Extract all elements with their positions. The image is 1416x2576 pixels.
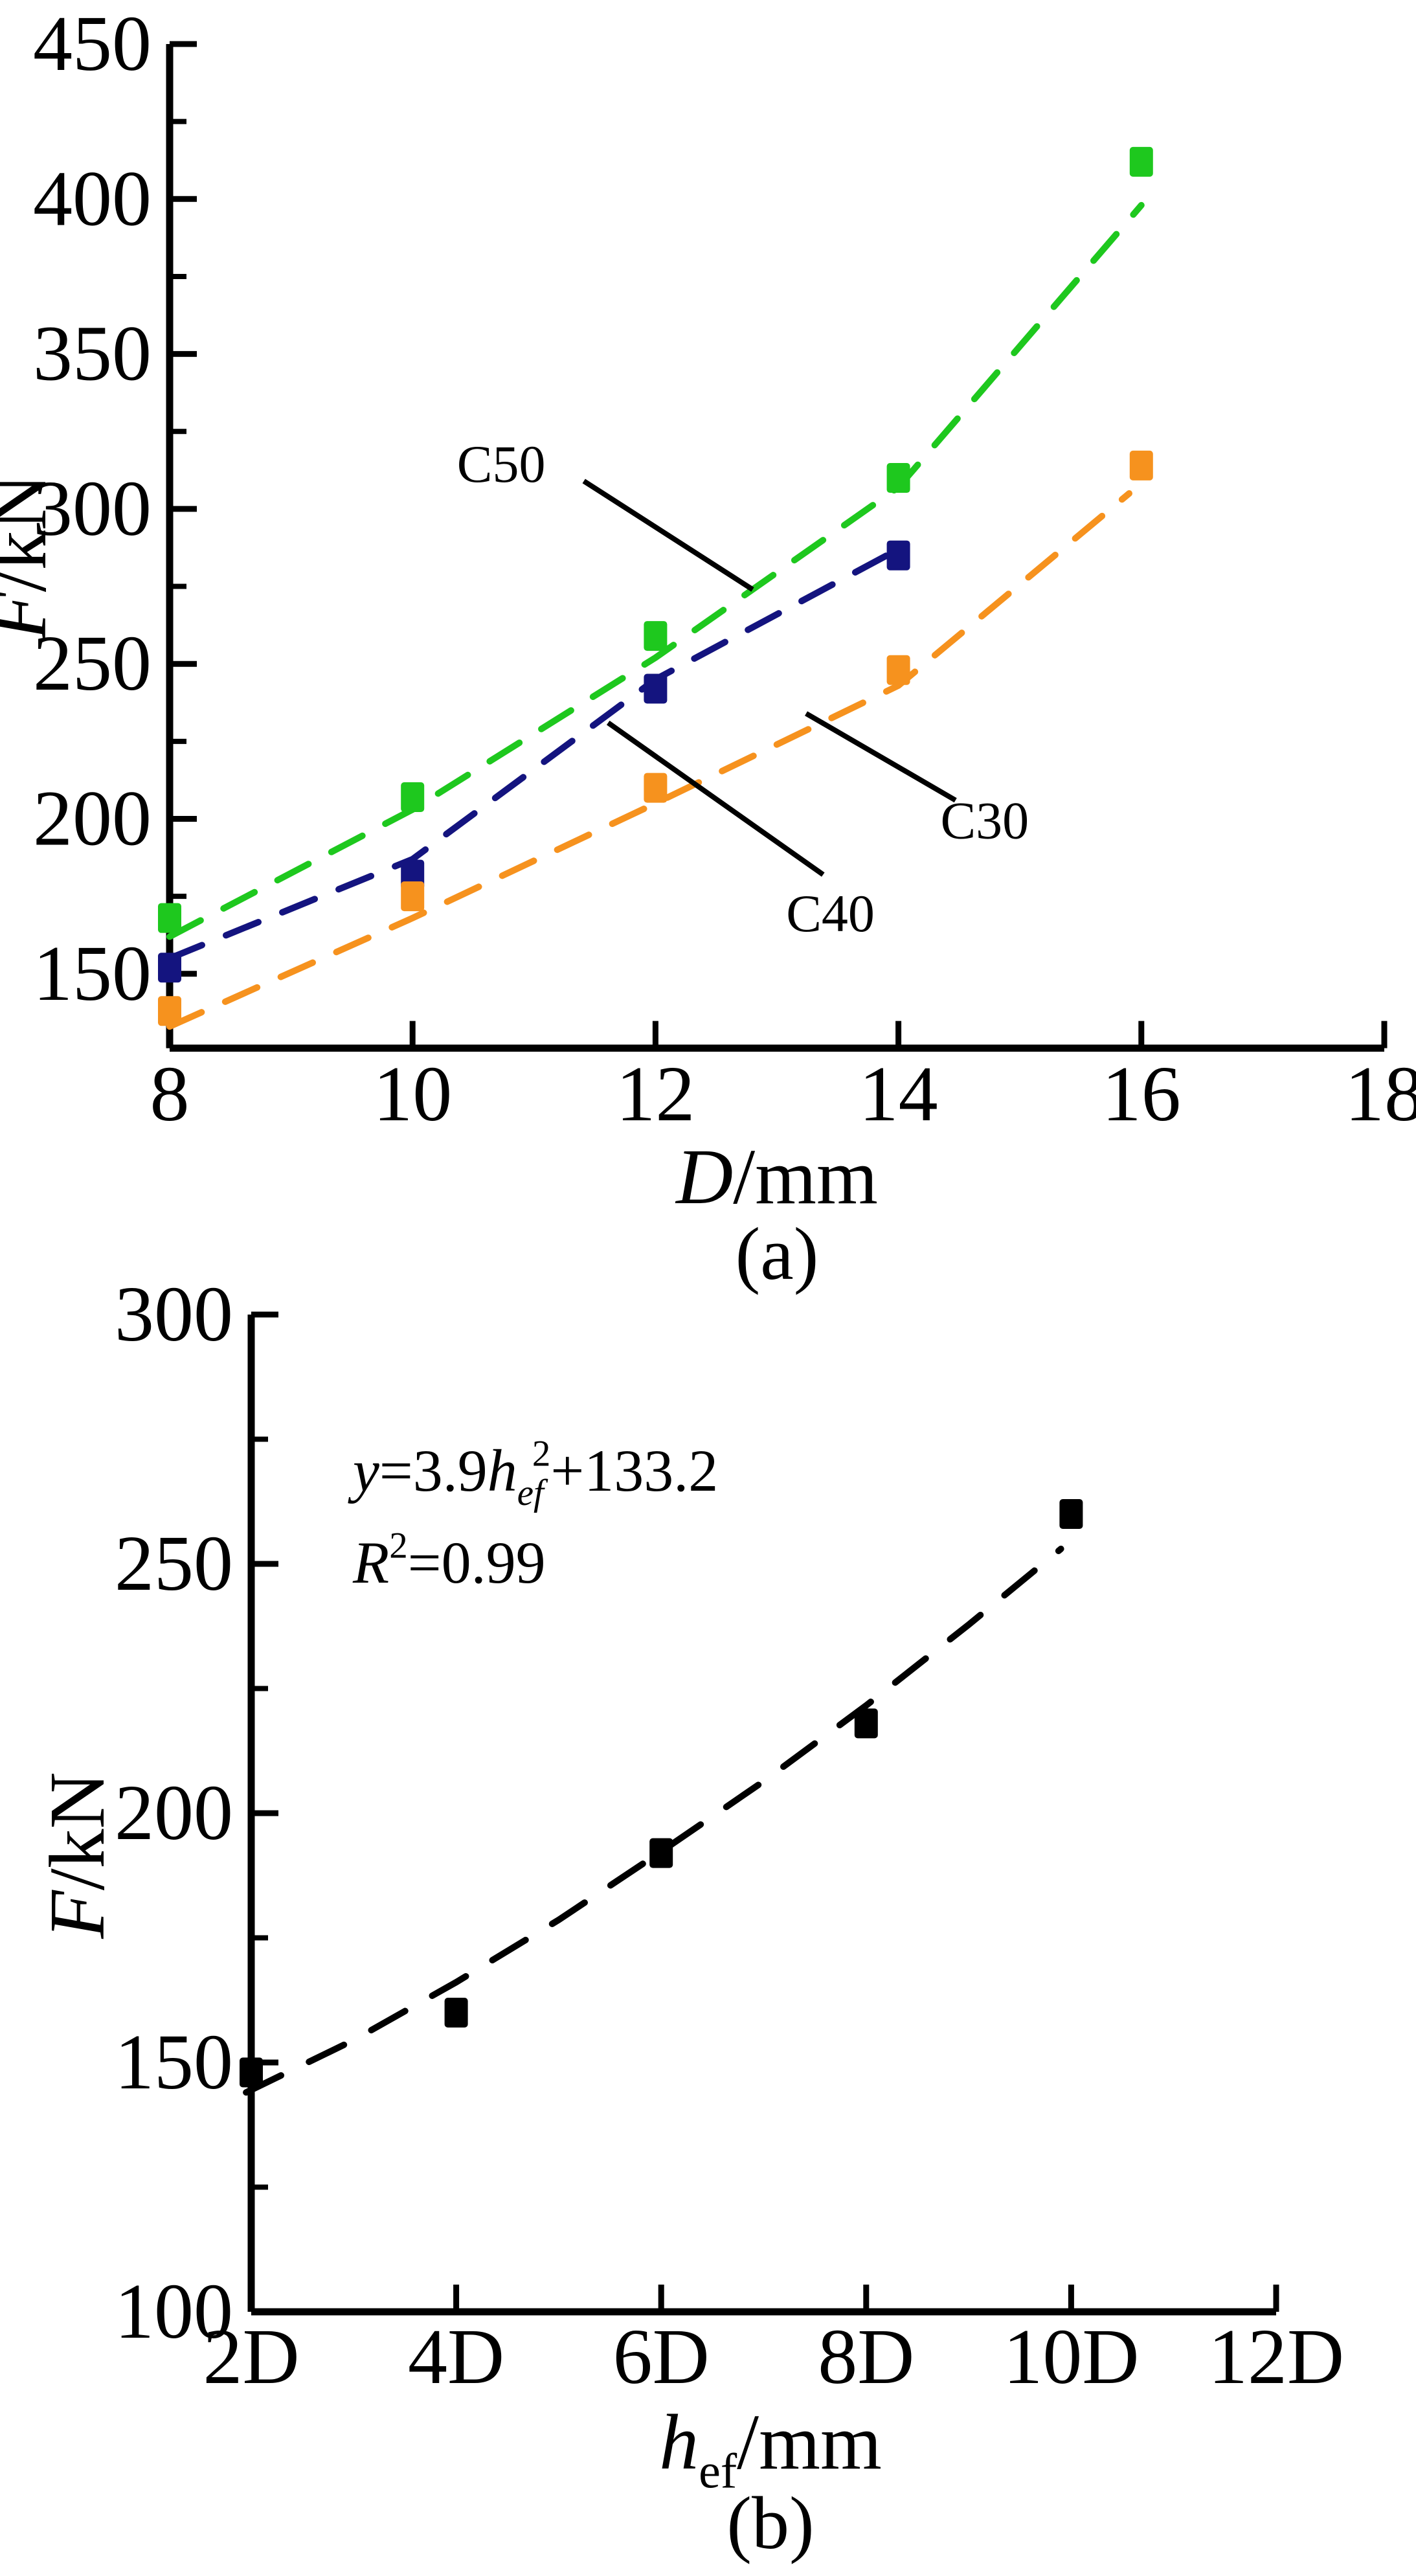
data-point-C50 [886, 463, 910, 493]
data-point-F [444, 1998, 468, 2028]
data-point-C50 [401, 782, 425, 812]
data-point-C30 [1129, 450, 1153, 480]
x-tick-label: 12D [1208, 2313, 1344, 2401]
x-tick-label: 18 [1345, 1050, 1416, 1138]
data-point-F [1059, 1499, 1083, 1529]
y-axis-title-a: F/kN [0, 473, 63, 641]
annotation-label-C40: C40 [786, 884, 875, 943]
x-tick-label: 8 [150, 1050, 190, 1138]
y-tick-label: 150 [33, 930, 152, 1017]
fit-line-C50 [166, 201, 1145, 940]
y-tick-label: 200 [115, 1769, 233, 1857]
data-point-C40 [886, 540, 910, 571]
annotation-label-C50: C50 [457, 435, 546, 493]
y-axis-title-b: F/kN [34, 1772, 121, 1939]
data-point-C30 [886, 655, 910, 685]
chart-a: 150 200 250 300 350 400 450 8 10 12 14 16 18 C50 C40 C3… [0, 0, 1416, 1296]
x-tick-label: 14 [859, 1050, 938, 1138]
annotation-pointer-C50 [582, 479, 754, 592]
data-point-C50 [1129, 146, 1153, 177]
y-tick-label: 300 [33, 465, 152, 552]
x-axis-title-a: D/mm [675, 1133, 878, 1221]
y-tick-label: 250 [115, 1520, 233, 1607]
data-point-F [240, 2057, 263, 2088]
y-tick-label: 450 [33, 0, 152, 87]
caption-b: (b) [726, 2482, 814, 2565]
x-axis-title-b: hef/mm [659, 2399, 882, 2498]
y-tick-label: 150 [115, 2018, 233, 2106]
x-tick-label: 2D [203, 2313, 299, 2401]
caption-a: (a) [736, 1213, 819, 1296]
x-tick-label: 10 [373, 1050, 452, 1138]
data-point-C50 [158, 903, 181, 933]
fit-line-C40 [166, 546, 902, 962]
data-point-C40 [158, 953, 181, 983]
data-point-C50 [644, 621, 668, 651]
x-tick-label: 10D [1003, 2313, 1139, 2401]
x-tick-label: 12 [616, 1050, 695, 1138]
data-point-C30 [401, 881, 425, 912]
data-point-F [649, 1838, 673, 1868]
y-tick-label: 250 [33, 620, 152, 707]
y-tick-label: 350 [33, 310, 152, 398]
y-tick-label: 100 [115, 2268, 233, 2355]
fit-line-F [243, 1545, 1064, 2096]
chart-b: 100 150 200 250 300 2D 4D 6D 8D 10D 12D y=3.9hef2+1… [34, 1271, 1344, 2565]
y-tick-label: 300 [115, 1271, 233, 1358]
annotation-pointer-C40 [606, 720, 825, 877]
y-tick-label: 200 [33, 775, 152, 863]
x-tick-label: 6D [613, 2313, 710, 2401]
data-point-C30 [644, 773, 668, 803]
annotation-pointer-C30 [805, 711, 957, 803]
equation-line-2: R2=0.99 [352, 1525, 546, 1596]
x-tick-label: 8D [818, 2313, 914, 2401]
x-tick-label: 16 [1102, 1050, 1181, 1138]
annotation-label-C30: C30 [940, 791, 1029, 850]
y-tick-label: 400 [33, 155, 152, 242]
equation-line-1: y=3.9hef2+133.2 [348, 1433, 718, 1513]
x-tick-label: 4D [408, 2313, 504, 2401]
data-point-F [854, 1708, 878, 1739]
data-point-C30 [158, 996, 181, 1026]
data-point-C40 [644, 673, 668, 704]
